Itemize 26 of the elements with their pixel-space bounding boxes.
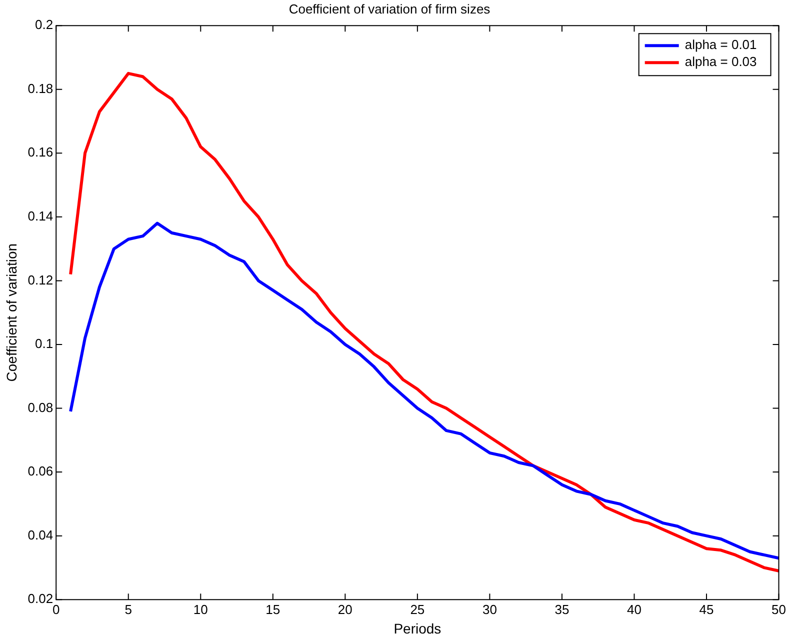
y-tick-label: 0.1 — [35, 336, 54, 352]
y-tick-label: 0.04 — [28, 527, 54, 542]
x-tick-label: 25 — [410, 602, 425, 617]
x-tick-label: 40 — [627, 602, 642, 617]
y-tick-label: 0.02 — [28, 591, 54, 606]
y-tick-label: 0.14 — [28, 208, 54, 224]
x-tick-label: 5 — [124, 602, 132, 617]
x-axis-title: Periods — [394, 620, 442, 636]
x-tick-label: 0 — [52, 602, 60, 617]
x-tick-label: 50 — [772, 602, 786, 617]
y-axis-title: Coefficient of variation — [3, 243, 20, 382]
chart-title: Coefficient of variation of firm sizes — [288, 1, 491, 16]
y-tick-label: 0.12 — [28, 272, 54, 288]
x-tick-label: 15 — [266, 602, 280, 617]
y-tick-label: 0.08 — [28, 400, 54, 415]
x-tick-label: 30 — [482, 602, 497, 617]
x-tick-label: 35 — [554, 602, 570, 617]
x-tick-label: 45 — [699, 602, 714, 617]
legend-label: alpha = 0.01 — [684, 37, 757, 52]
y-tick-label: 0.16 — [28, 144, 54, 160]
y-tick-label: 0.18 — [28, 80, 54, 96]
legend-label: alpha = 0.03 — [684, 54, 757, 70]
x-tick-label: 20 — [338, 602, 352, 617]
y-tick-label: 0.2 — [35, 17, 54, 32]
x-tick-label: 10 — [193, 602, 208, 617]
y-tick-label: 0.06 — [28, 464, 54, 479]
